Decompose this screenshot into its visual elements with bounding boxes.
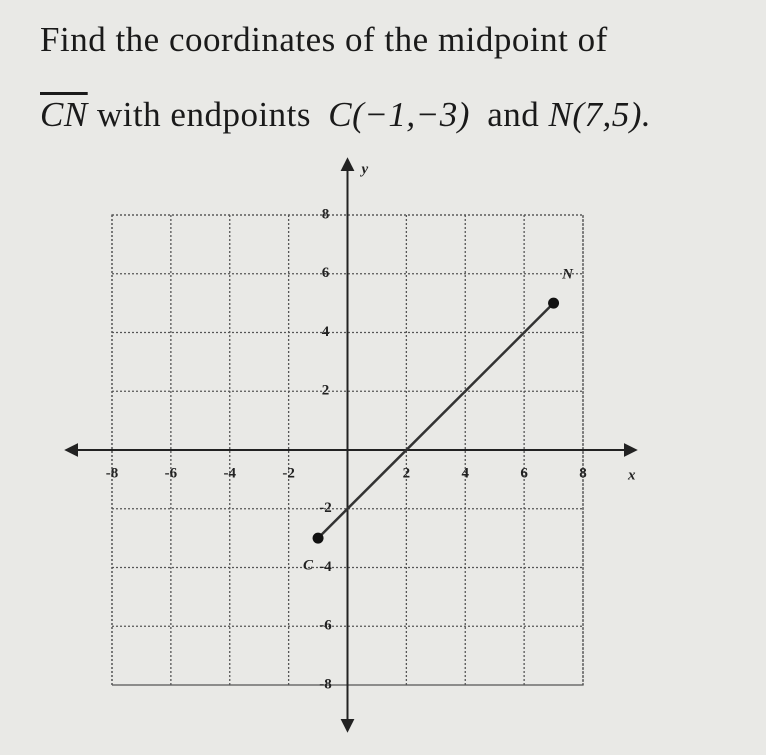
x-tick-label: -6 bbox=[165, 465, 178, 481]
point bbox=[548, 297, 560, 309]
question-line: Find the coordinates of the midpoint of bbox=[40, 20, 608, 59]
point bbox=[312, 532, 324, 544]
y-tick-label: -8 bbox=[319, 676, 332, 692]
y-tick-label: -2 bbox=[319, 500, 332, 516]
question-line: CN with endpoints C(−1,−3) and N(7,5). bbox=[40, 95, 651, 135]
point-label: N bbox=[561, 267, 574, 283]
x-axis-label: x bbox=[627, 467, 636, 483]
segment bbox=[317, 302, 555, 540]
point-n: N(7,5). bbox=[548, 95, 652, 134]
text: with endpoints bbox=[96, 95, 312, 134]
x-tick-label: -2 bbox=[282, 465, 295, 481]
x-tick-label: 2 bbox=[403, 465, 411, 481]
point-label: C bbox=[303, 558, 314, 574]
x-tick-label: -8 bbox=[106, 465, 119, 481]
y-tick-label: 8 bbox=[322, 206, 330, 222]
x-tick-label: 6 bbox=[520, 465, 528, 481]
y-axis-label: y bbox=[360, 161, 369, 177]
x-tick-label: 4 bbox=[462, 465, 470, 481]
y-tick-label: -4 bbox=[319, 559, 332, 575]
y-tick-label: 2 bbox=[322, 383, 330, 399]
y-tick-label: 4 bbox=[322, 324, 330, 340]
x-tick-label: -4 bbox=[224, 465, 237, 481]
segment-name: CN bbox=[40, 95, 88, 134]
y-tick-label: -6 bbox=[319, 618, 332, 634]
x-tick-label: 8 bbox=[579, 465, 587, 481]
y-tick-label: 6 bbox=[322, 265, 330, 281]
point-c: C(−1,−3) bbox=[328, 95, 470, 134]
text: and bbox=[487, 95, 540, 134]
